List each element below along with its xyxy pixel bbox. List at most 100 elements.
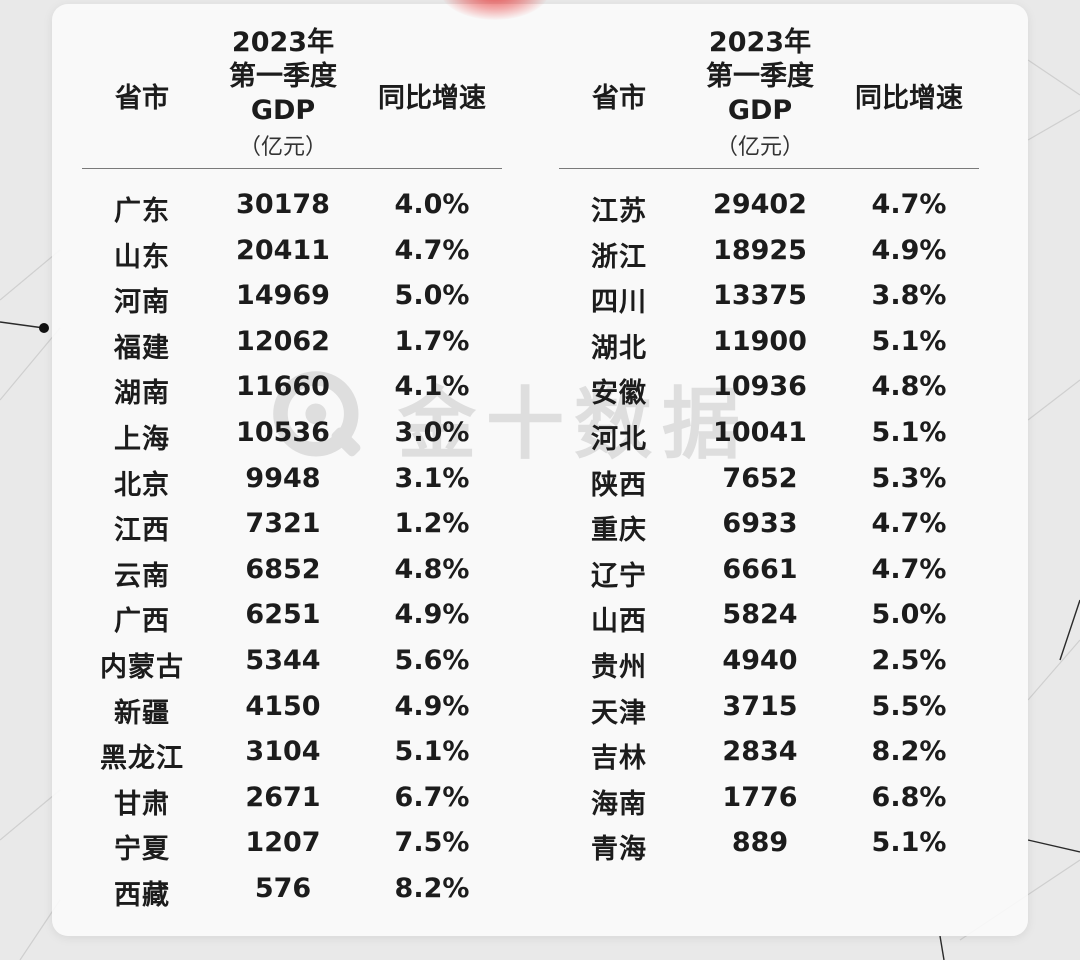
cell-growth: 4.8%: [871, 371, 947, 403]
table-body-right: 江苏 29402 4.7% 浙江 18925 4.9% 四川 13375 3.8% 湖北 11900…: [559, 183, 979, 867]
cell-growth: 5.1%: [871, 325, 947, 357]
cell-province: 河南: [114, 287, 170, 319]
cell-gdp: 6661: [722, 553, 798, 585]
gdp-table-left: 省市 2023年 第一季度 GDP （亿元） 同比增速 广东 30178 4.0% 山…: [82, 0, 502, 913]
cell-province: 贵州: [591, 651, 647, 683]
cell-growth: 3.8%: [871, 280, 947, 312]
table-body-left: 广东 30178 4.0% 山东 20411 4.7% 河南 14969 5.0% 福建 12062…: [82, 183, 502, 913]
header-gdp-year: 2023年: [231, 27, 335, 58]
cell-province: 江西: [114, 515, 170, 547]
cell-growth: 8.2%: [871, 736, 947, 768]
cell-province: 宁夏: [114, 834, 170, 866]
table-row: 山西 5824 5.0%: [559, 593, 979, 639]
table-row: 黑龙江 3104 5.1%: [82, 730, 502, 776]
cell-gdp: 30178: [236, 189, 330, 220]
cell-gdp: 3104: [245, 736, 321, 768]
table-header: 省市 2023年 第一季度 GDP （亿元） 同比增速: [82, 0, 502, 169]
header-gdp: 2023年 第一季度 GDP （亿元）: [204, 26, 362, 168]
cell-province: 内蒙古: [100, 651, 184, 683]
table-row: 福建 12062 1.7%: [82, 320, 502, 366]
cell-growth: 4.0%: [394, 189, 470, 220]
table-row: 内蒙古 5344 5.6%: [82, 639, 502, 685]
cell-province: 重庆: [591, 515, 647, 547]
cell-growth: 5.3%: [871, 462, 947, 494]
cell-growth: 1.2%: [394, 508, 470, 540]
table-row: 吉林 2834 8.2%: [559, 730, 979, 776]
cell-growth: 2.5%: [871, 644, 947, 676]
cell-province: 广西: [114, 606, 170, 638]
cell-gdp: 1776: [722, 781, 798, 813]
cell-gdp: 889: [731, 827, 789, 859]
header-province: 省市: [592, 83, 646, 114]
cell-province: 河北: [591, 423, 647, 455]
table-row: 天津 3715 5.5%: [559, 685, 979, 731]
cell-province: 西藏: [114, 879, 170, 911]
cell-growth: 4.9%: [871, 234, 947, 266]
header-gdp-year: 2023年: [708, 27, 812, 58]
header-growth: 同比增速: [378, 83, 486, 114]
cell-growth: 6.8%: [871, 781, 947, 813]
cell-gdp: 14969: [236, 280, 330, 312]
cell-province: 浙江: [591, 241, 647, 273]
cell-growth: 4.7%: [871, 553, 947, 585]
cell-growth: 4.8%: [394, 553, 470, 585]
table-row: 广东 30178 4.0%: [82, 183, 502, 229]
header-gdp-unit: （亿元）: [715, 135, 804, 160]
cell-gdp: 2834: [722, 736, 798, 768]
cell-growth: 7.5%: [394, 827, 470, 859]
cell-province: 青海: [591, 834, 647, 866]
table-row: 四川 13375 3.8%: [559, 274, 979, 320]
cell-growth: 4.9%: [394, 599, 470, 631]
cell-growth: 5.0%: [871, 599, 947, 631]
cell-province: 陕西: [591, 469, 647, 501]
header-gdp-label: GDP: [727, 95, 793, 126]
table-header: 省市 2023年 第一季度 GDP （亿元） 同比增速: [559, 0, 979, 169]
cell-province: 云南: [114, 560, 170, 592]
table-row: 宁夏 1207 7.5%: [82, 821, 502, 867]
cell-gdp: 10936: [713, 371, 807, 403]
cell-gdp: 576: [254, 872, 312, 904]
table-row: 安徽 10936 4.8%: [559, 365, 979, 411]
table-row: 浙江 18925 4.9%: [559, 229, 979, 275]
header-gdp-unit: （亿元）: [238, 135, 327, 160]
cell-gdp: 9948: [245, 462, 321, 494]
cell-gdp: 6251: [245, 599, 321, 631]
cell-gdp: 20411: [236, 234, 330, 266]
cell-growth: 5.1%: [394, 736, 470, 768]
cell-growth: 5.5%: [871, 690, 947, 722]
cell-growth: 5.6%: [394, 644, 470, 676]
table-row: 河北 10041 5.1%: [559, 411, 979, 457]
table-row: 云南 6852 4.8%: [82, 548, 502, 594]
table-row: 青海 889 5.1%: [559, 821, 979, 867]
cell-gdp: 10536: [236, 416, 330, 448]
cell-province: 福建: [114, 332, 170, 364]
cell-province: 天津: [591, 697, 647, 729]
cell-growth: 4.7%: [871, 508, 947, 540]
table-row: 湖北 11900 5.1%: [559, 320, 979, 366]
cell-province: 北京: [114, 469, 170, 501]
table-row: 陕西 7652 5.3%: [559, 457, 979, 503]
table-row: 山东 20411 4.7%: [82, 229, 502, 275]
table-row: 海南 1776 6.8%: [559, 776, 979, 822]
table-row: 上海 10536 3.0%: [82, 411, 502, 457]
header-province: 省市: [115, 83, 169, 114]
gdp-table-right: 省市 2023年 第一季度 GDP （亿元） 同比增速 江苏 29402 4.7% 浙…: [559, 0, 979, 867]
cell-gdp: 18925: [713, 234, 807, 266]
table-row: 广西 6251 4.9%: [82, 593, 502, 639]
cell-gdp: 10041: [713, 416, 807, 448]
cell-province: 海南: [591, 788, 647, 820]
table-card: [52, 4, 1028, 936]
cell-growth: 8.2%: [394, 872, 470, 904]
cell-province: 广东: [114, 196, 170, 227]
cell-province: 吉林: [591, 743, 647, 775]
cell-gdp: 5344: [245, 644, 321, 676]
table-row: 贵州 4940 2.5%: [559, 639, 979, 685]
table-row: 重庆 6933 4.7%: [559, 502, 979, 548]
header-gdp: 2023年 第一季度 GDP （亿元）: [681, 26, 839, 168]
cell-gdp: 3715: [722, 690, 798, 722]
cell-growth: 3.0%: [394, 416, 470, 448]
cell-province: 湖北: [591, 332, 647, 364]
cell-growth: 5.1%: [871, 827, 947, 859]
table-row: 西藏 576 8.2%: [82, 867, 502, 913]
cell-gdp: 7652: [722, 462, 798, 494]
